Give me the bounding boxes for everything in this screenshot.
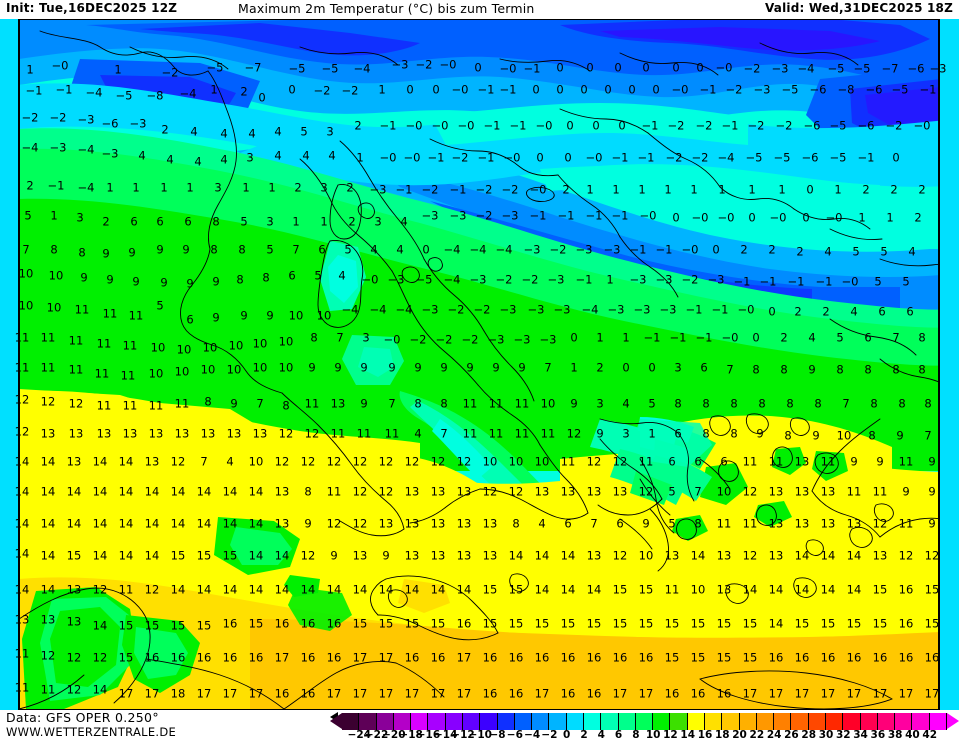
colorbar-tick: 36 [870, 729, 886, 741]
colorbar-swatch[interactable] [428, 713, 446, 730]
colorbar-swatch[interactable] [808, 713, 826, 730]
colorbar-tick: 18 [714, 729, 730, 741]
colorbar-tick: 4 [597, 729, 605, 741]
colorbar-tick: −14 [433, 729, 458, 741]
map-header: Init: Tue,16DEC2025 12Z Maximum 2m Tempe… [0, 0, 959, 19]
colorbar-tick: 38 [887, 729, 903, 741]
colorbar-swatch[interactable] [791, 713, 809, 730]
colorbar-extend-high [947, 713, 959, 729]
temperature-map[interactable]: 1 −0 1 −2 −5 −7 −5 −5 −4 −3 −2 −0 0 −0 −1 0 0 0 0 0 0 −0 −2 −3−… [0, 19, 959, 710]
colorbar-swatch[interactable] [670, 713, 688, 730]
colorbar-swatch[interactable] [532, 713, 550, 730]
colorbar-tick: 22 [749, 729, 765, 741]
colorbar-swatch[interactable] [497, 713, 515, 730]
temperature-colorbar[interactable] [330, 713, 959, 730]
colorbar-swatch[interactable] [860, 713, 878, 730]
map-field-svg [18, 19, 940, 710]
colorbar-tick: 26 [784, 729, 799, 741]
colorbar-swatch[interactable] [653, 713, 671, 730]
valid-time-label: Valid: Wed,31DEC2025 18Z [764, 1, 953, 15]
colorbar-tick: 32 [835, 729, 851, 741]
colorbar-tick: 42 [922, 729, 938, 741]
colorbar-tick: −6 [506, 729, 523, 741]
colorbar-swatch[interactable] [635, 713, 654, 730]
colorbar-tick: −4 [524, 729, 541, 741]
colorbar-swatch[interactable] [912, 713, 930, 730]
colorbar-tick: 10 [645, 729, 661, 741]
colorbar-tick-labels: −24 −22 −20 −18 −16 −14 −12 −10 −8 −6 −4 −2 0 2 4 6 8 10 1… [330, 729, 959, 741]
colorbar-tick: −2 [541, 729, 558, 741]
colorbar-tick: 28 [801, 729, 817, 741]
colorbar-tick: 12 [663, 729, 678, 741]
colorbar-tick: 30 [818, 729, 834, 741]
page-title: Maximum 2m Temperatur (°C) bis zum Termi… [238, 1, 535, 16]
colorbar-swatch[interactable] [411, 713, 429, 730]
data-source-label: Data: GFS OPER 0.250° [6, 710, 159, 725]
colorbar-swatch[interactable] [895, 713, 913, 730]
colorbar-tick: 20 [732, 729, 747, 741]
colorbar-swatch[interactable] [359, 713, 377, 730]
colorbar-tick: 34 [853, 729, 868, 741]
colorbar-swatch[interactable] [877, 713, 896, 730]
colorbar-tick: 24 [766, 729, 782, 741]
colorbar-extend-low [330, 713, 342, 729]
colorbar-swatch[interactable] [618, 713, 636, 730]
colorbar-swatch[interactable] [463, 713, 481, 730]
colorbar-tick: 40 [905, 729, 920, 741]
colorbar-swatch[interactable] [584, 713, 602, 730]
colorbar-swatch[interactable] [722, 713, 740, 730]
colorbar-tick: −8 [489, 729, 506, 741]
colorbar-swatch[interactable] [445, 713, 463, 730]
colorbar-swatch[interactable] [929, 713, 947, 730]
colorbar-swatch[interactable] [514, 713, 533, 730]
colorbar-swatch[interactable] [826, 713, 844, 730]
colorbar-tick: 0 [563, 729, 571, 741]
colorbar-swatch[interactable] [393, 713, 412, 730]
title-text: Maximum 2m Temperatur (°C) bis zum Termi… [238, 1, 535, 16]
colorbar-tick: −12 [451, 729, 475, 741]
website-label: WWW.WETTERZENTRALE.DE [6, 725, 177, 739]
colorbar-tick: −24 [347, 729, 371, 741]
colorbar-swatch[interactable] [342, 713, 360, 730]
colorbar-swatch[interactable] [601, 713, 619, 730]
colorbar-swatch[interactable] [687, 713, 705, 730]
colorbar-swatch[interactable] [739, 713, 757, 730]
colorbar-swatch[interactable] [774, 713, 792, 730]
colorbar-swatch[interactable] [549, 713, 567, 730]
colorbar-swatch[interactable] [705, 713, 723, 730]
colorbar-swatch[interactable] [376, 713, 394, 730]
colorbar-tick: −16 [416, 729, 441, 741]
colorbar-tick: 16 [697, 729, 713, 741]
colorbar-tick: −10 [468, 729, 492, 741]
colorbar-tick: 14 [680, 729, 696, 741]
init-time-label: Init: Tue,16DEC2025 12Z [6, 1, 178, 15]
colorbar-tick: 2 [580, 729, 588, 741]
colorbar-tick: −22 [364, 729, 389, 741]
colorbar-swatch[interactable] [843, 713, 861, 730]
colorbar-swatch[interactable] [566, 713, 584, 730]
colorbar-tick: −20 [382, 729, 406, 741]
colorbar-tick: 6 [614, 729, 623, 741]
colorbar-tick: −18 [399, 729, 423, 741]
colorbar-tick: 8 [632, 729, 640, 741]
colorbar-swatch[interactable] [480, 713, 498, 730]
colorbar-swatch[interactable] [756, 713, 775, 730]
